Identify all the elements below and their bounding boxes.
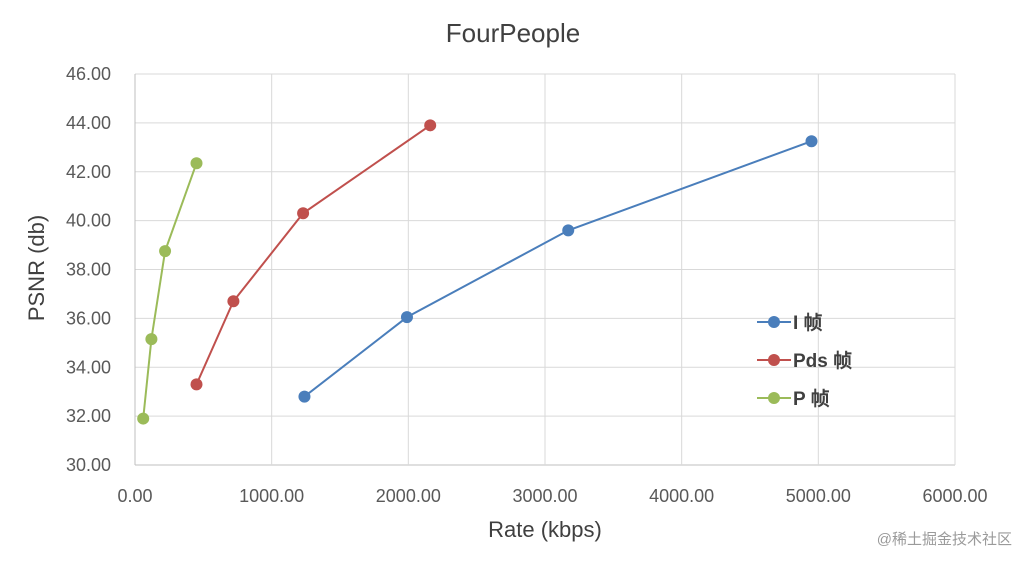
- data-point: [298, 390, 311, 403]
- series-line: [142, 162, 198, 419]
- y-tick-label: 36.00: [66, 308, 111, 328]
- x-tick-label: 1000.00: [239, 486, 304, 506]
- series-2: [190, 119, 437, 391]
- chart-title: FourPeople: [446, 18, 580, 48]
- data-point: [424, 119, 437, 132]
- data-point: [145, 333, 158, 346]
- data-point: [297, 207, 310, 220]
- y-tick-label: 32.00: [66, 406, 111, 426]
- series-line: [195, 124, 431, 385]
- legend: I 帧 Pds 帧 P 帧: [757, 311, 852, 410]
- x-tick-label: 5000.00: [786, 486, 851, 506]
- x-tick-label: 0.00: [117, 486, 152, 506]
- data-point: [159, 245, 172, 258]
- legend-label: Pds 帧: [793, 349, 852, 372]
- series-group: [137, 119, 818, 425]
- data-point: [190, 157, 203, 170]
- y-tick-label: 44.00: [66, 113, 111, 133]
- series-line: [303, 140, 812, 398]
- data-point: [400, 311, 413, 324]
- x-tick-label: 2000.00: [376, 486, 441, 506]
- data-point: [562, 224, 575, 237]
- series-3: [137, 157, 203, 425]
- x-tick-label: 4000.00: [649, 486, 714, 506]
- y-tick-label: 42.00: [66, 162, 111, 182]
- y-axis-title: PSNR (db): [24, 215, 49, 321]
- y-tick-label: 30.00: [66, 455, 111, 475]
- legend-label: P 帧: [793, 387, 830, 410]
- series-1: [298, 135, 818, 403]
- y-tick-label: 40.00: [66, 211, 111, 231]
- x-axis-title: Rate (kbps): [488, 517, 602, 542]
- watermark-text: @稀土掘金技术社区: [877, 531, 1012, 548]
- grid: [134, 73, 956, 466]
- axes: 30.00 32.00 34.00 36.00 38.00 40.00 42.00 44.00…: [66, 64, 988, 506]
- legend-entry: P 帧: [757, 387, 830, 410]
- x-tick-label: 3000.00: [512, 486, 577, 506]
- legend-swatch-marker: [768, 392, 780, 404]
- data-point: [137, 412, 150, 425]
- y-tick-label: 46.00: [66, 64, 111, 84]
- data-point: [805, 135, 818, 148]
- legend-entry: Pds 帧: [757, 349, 852, 372]
- data-point: [190, 378, 203, 391]
- legend-entry: I 帧: [757, 311, 823, 334]
- y-tick-label: 38.00: [66, 260, 111, 280]
- legend-label: I 帧: [793, 311, 823, 334]
- legend-swatch-marker: [768, 316, 780, 328]
- y-tick-label: 34.00: [66, 357, 111, 377]
- x-tick-label: 6000.00: [922, 486, 987, 506]
- data-point: [227, 295, 240, 308]
- legend-swatch-marker: [768, 354, 780, 366]
